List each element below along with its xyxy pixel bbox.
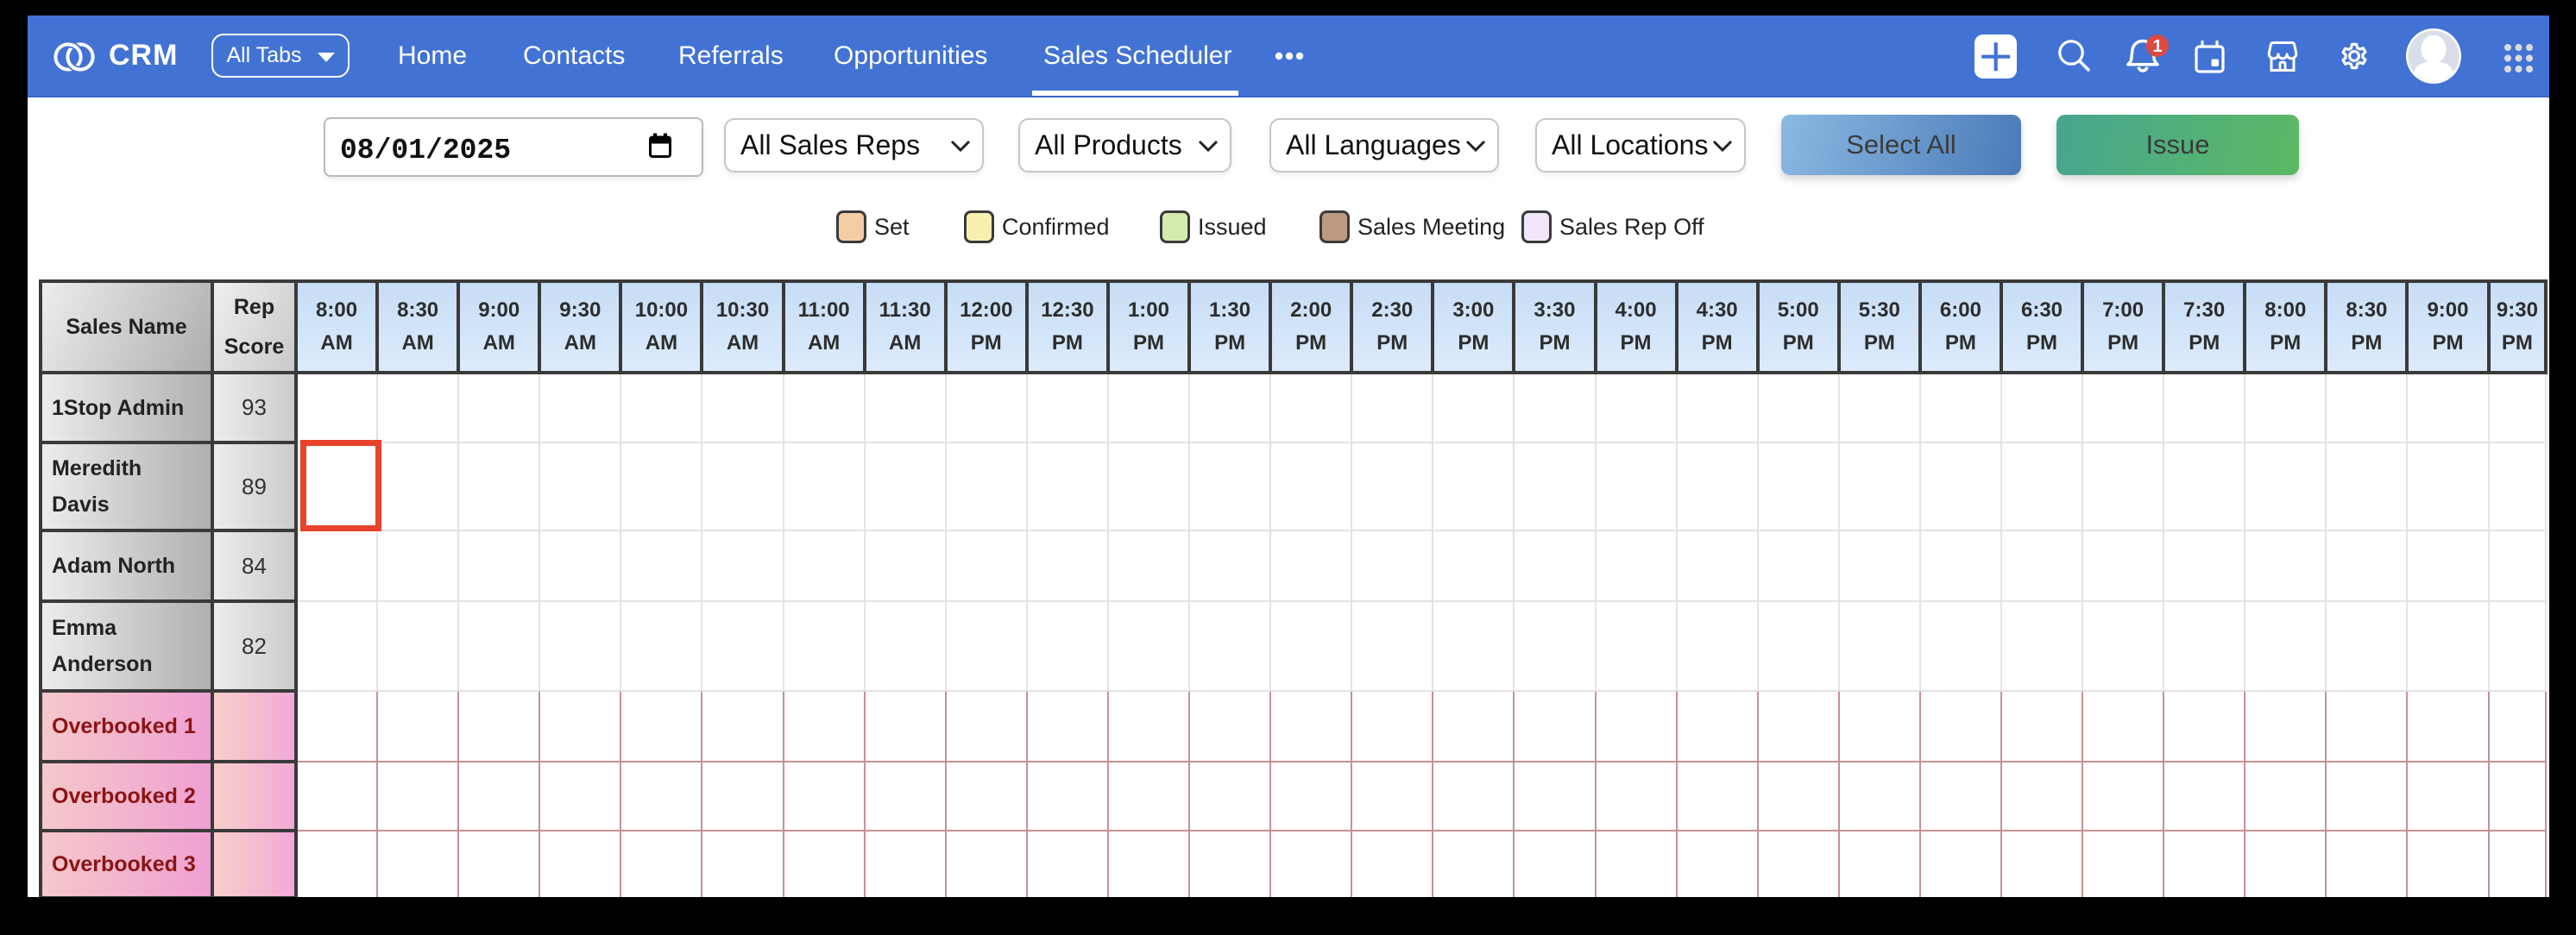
svg-text:1: 1 — [2152, 37, 2162, 56]
